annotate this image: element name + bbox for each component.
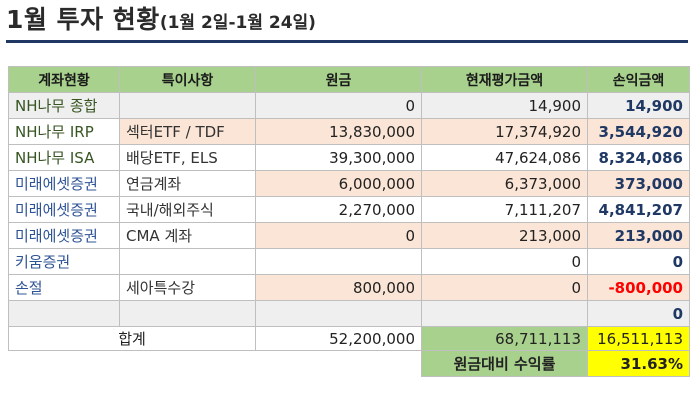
current-value-cell[interactable]: 7,111,207	[421, 196, 588, 223]
account-cell[interactable]: NH나무 ISA	[8, 144, 120, 171]
profit-loss-cell[interactable]: 213,000	[587, 222, 690, 249]
profit-loss-cell[interactable]: 0	[587, 248, 690, 275]
header-profit-loss[interactable]: 손익금액	[587, 66, 690, 93]
note-cell[interactable]: CMA 계좌	[119, 222, 256, 249]
table-row: 미래에셋증권 CMA 계좌 0 213,000 213,000	[8, 222, 690, 249]
principal-cell[interactable]: 13,830,000	[255, 118, 422, 145]
return-ratio-row: 원금대비 수익률 31.63%	[9, 350, 690, 377]
table-row: 0	[8, 300, 690, 327]
header-note[interactable]: 특이사항	[119, 66, 256, 93]
table-row: 키움증권 0 0	[8, 248, 690, 275]
account-cell[interactable]	[8, 300, 120, 327]
total-current-value[interactable]: 68,711,113	[421, 326, 588, 351]
current-value-cell[interactable]: 0	[421, 274, 588, 301]
current-value-cell[interactable]	[421, 300, 588, 327]
principal-cell[interactable]	[255, 300, 422, 327]
note-cell[interactable]: 국내/해외주식	[119, 196, 256, 223]
table-row: 손절 세아특수강 800,000 0 -800,000	[8, 274, 690, 301]
header-account[interactable]: 계좌현황	[8, 66, 120, 93]
principal-cell[interactable]: 2,270,000	[255, 196, 422, 223]
principal-cell[interactable]: 0	[255, 222, 422, 249]
page-title-period: (1월 2일-1월 24일)	[159, 13, 316, 33]
account-cell[interactable]: 미래에셋증권	[8, 222, 120, 249]
return-ratio-value[interactable]: 31.63%	[587, 350, 690, 377]
account-cell[interactable]: 미래에셋증권	[8, 170, 120, 197]
header-row: 계좌현황 특이사항 원금 현재평가금액 손익금액	[8, 66, 690, 93]
blank-cell	[9, 351, 120, 377]
blank-cell	[120, 351, 256, 377]
total-profit-loss[interactable]: 16,511,113	[587, 326, 690, 351]
investment-table: 계좌현황 특이사항 원금 현재평가금액 손익금액 NH나무 종합 0 14,90…	[8, 66, 690, 377]
account-cell[interactable]: NH나무 IRP	[8, 118, 120, 145]
header-current-value[interactable]: 현재평가금액	[421, 66, 588, 93]
table-row: NH나무 종합 0 14,900 14,900	[8, 92, 690, 119]
title-underline	[6, 40, 688, 43]
note-cell[interactable]: 연금계좌	[119, 170, 256, 197]
note-cell[interactable]	[119, 92, 256, 119]
table-row: 미래에셋증권 국내/해외주식 2,270,000 7,111,207 4,841…	[8, 196, 690, 223]
current-value-cell[interactable]: 213,000	[421, 222, 588, 249]
total-label[interactable]: 합계	[8, 326, 256, 351]
current-value-cell[interactable]: 6,373,000	[421, 170, 588, 197]
current-value-cell[interactable]: 17,374,920	[421, 118, 588, 145]
current-value-cell[interactable]: 47,624,086	[421, 144, 588, 171]
account-cell[interactable]: 손절	[8, 274, 120, 301]
return-ratio-label[interactable]: 원금대비 수익률	[421, 350, 588, 377]
total-principal[interactable]: 52,200,000	[255, 326, 422, 351]
profit-loss-cell[interactable]: 14,900	[587, 92, 690, 119]
profit-loss-cell[interactable]: -800,000	[587, 274, 690, 301]
total-row: 합계 52,200,000 68,711,113 16,511,113	[8, 326, 690, 351]
note-cell[interactable]: 섹터ETF / TDF	[119, 118, 256, 145]
current-value-cell[interactable]: 0	[421, 248, 588, 275]
header-principal[interactable]: 원금	[255, 66, 422, 93]
principal-cell[interactable]: 6,000,000	[255, 170, 422, 197]
profit-loss-cell[interactable]: 0	[587, 300, 690, 327]
principal-cell[interactable]: 800,000	[255, 274, 422, 301]
page-title: 1월 투자 현황(1월 2일-1월 24일)	[6, 2, 316, 38]
page-title-main: 1월 투자 현황	[6, 5, 160, 34]
profit-loss-cell[interactable]: 8,324,086	[587, 144, 690, 171]
note-cell[interactable]	[119, 300, 256, 327]
account-cell[interactable]: NH나무 종합	[8, 92, 120, 119]
account-cell[interactable]: 키움증권	[8, 248, 120, 275]
table-row: 미래에셋증권 연금계좌 6,000,000 6,373,000 373,000	[8, 170, 690, 197]
profit-loss-cell[interactable]: 373,000	[587, 170, 690, 197]
table-row: NH나무 ISA 배당ETF, ELS 39,300,000 47,624,08…	[8, 144, 690, 171]
current-value-cell[interactable]: 14,900	[421, 92, 588, 119]
table-row: NH나무 IRP 섹터ETF / TDF 13,830,000 17,374,9…	[8, 118, 690, 145]
note-cell[interactable]: 세아특수강	[119, 274, 256, 301]
note-cell[interactable]	[119, 248, 256, 275]
principal-cell[interactable]: 0	[255, 92, 422, 119]
blank-cell	[256, 351, 422, 377]
principal-cell[interactable]	[255, 248, 422, 275]
account-cell[interactable]: 미래에셋증권	[8, 196, 120, 223]
principal-cell[interactable]: 39,300,000	[255, 144, 422, 171]
profit-loss-cell[interactable]: 4,841,207	[587, 196, 690, 223]
note-cell[interactable]: 배당ETF, ELS	[119, 144, 256, 171]
profit-loss-cell[interactable]: 3,544,920	[587, 118, 690, 145]
